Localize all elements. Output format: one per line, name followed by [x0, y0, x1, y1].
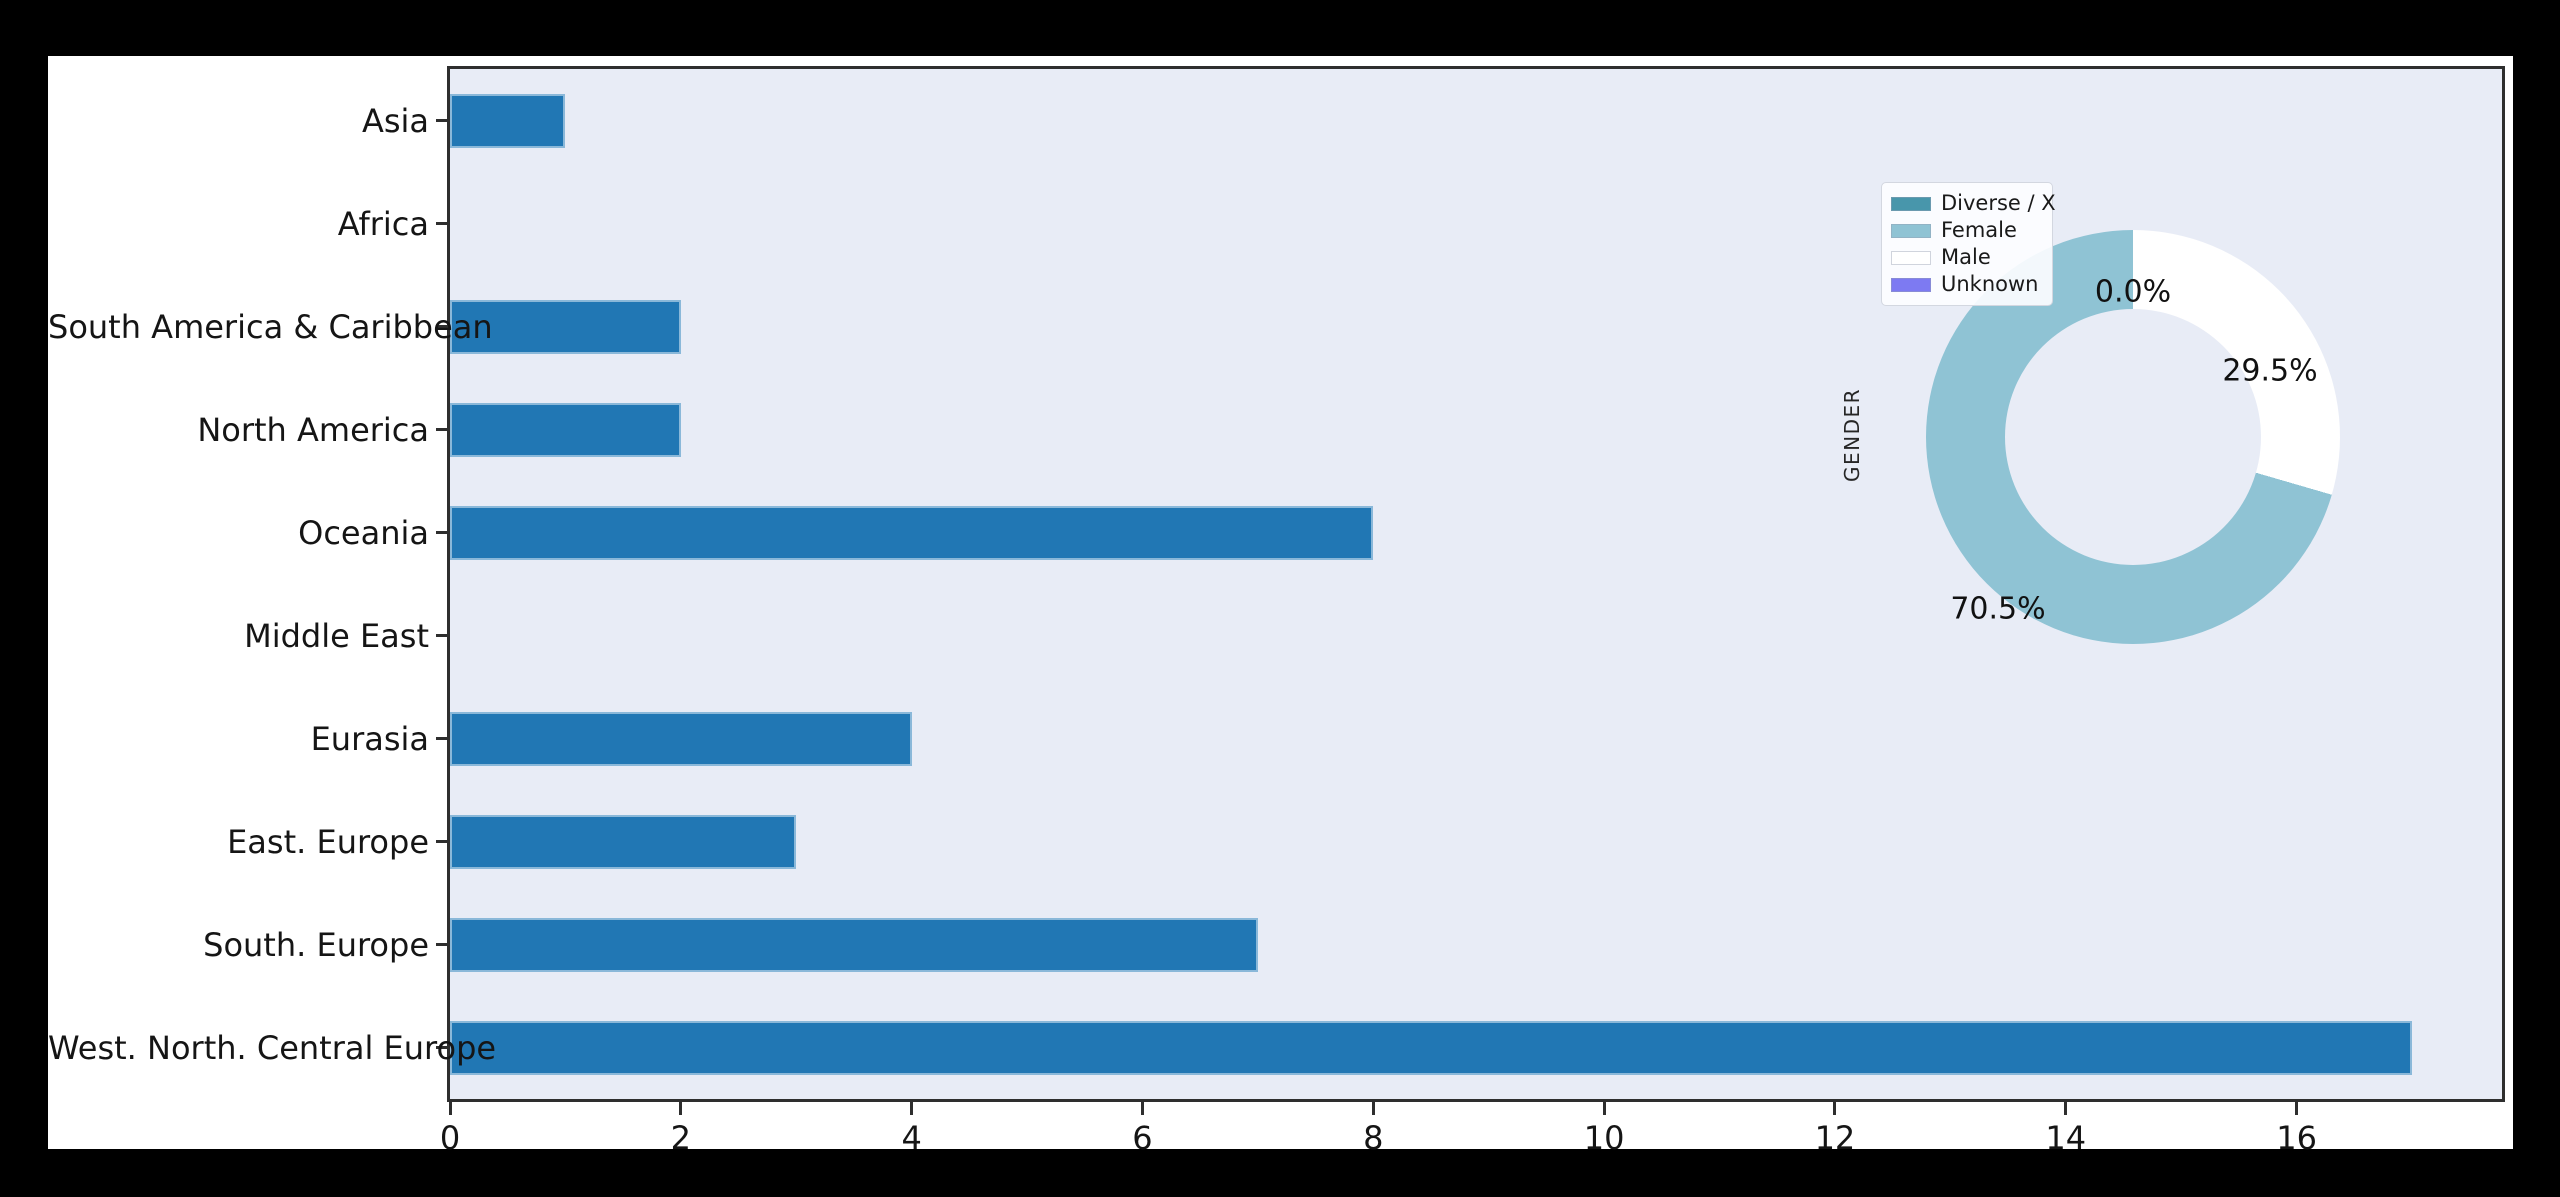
x-tick-mark	[1140, 1102, 1144, 1115]
x-tick-label: 12	[1814, 1119, 1856, 1157]
y-tick-mark	[436, 325, 447, 328]
legend-label: Unknown	[1941, 272, 2039, 296]
bar-east-europe	[450, 814, 797, 869]
x-tick-mark	[1371, 1102, 1375, 1115]
category-label: South America & Caribbean	[48, 307, 493, 346]
x-tick-mark	[2295, 1102, 2299, 1115]
category-label: Middle East	[244, 616, 429, 655]
donut-pct-label-male: 29.5%	[2222, 353, 2318, 389]
y-tick-mark	[436, 840, 447, 843]
bar-north-america	[450, 402, 681, 457]
y-tick-mark	[436, 222, 447, 225]
bar-oceania	[450, 505, 1374, 560]
bar-asia	[450, 93, 566, 148]
x-tick-label: 10	[1583, 1119, 1625, 1157]
bar-eurasia	[450, 711, 912, 766]
y-tick-mark	[436, 634, 447, 637]
category-label: Oceania	[298, 513, 429, 552]
category-label: North America	[197, 410, 429, 449]
x-tick-label: 16	[2276, 1119, 2317, 1157]
donut-pct-label-diverse: 0.0%	[2094, 274, 2172, 310]
legend-label: Diverse / X	[1941, 191, 2056, 215]
donut-pct-label-female: 70.5%	[1950, 591, 2046, 627]
legend-item-female: Female	[1891, 217, 2043, 244]
x-tick-mark	[2064, 1102, 2068, 1115]
legend-swatch	[1891, 223, 1931, 238]
x-tick-mark	[910, 1102, 914, 1115]
legend: Diverse / X Female Male Unknown	[1881, 182, 2056, 306]
y-tick-mark	[436, 531, 447, 534]
y-tick-mark	[436, 428, 447, 431]
x-tick-mark	[679, 1102, 683, 1115]
legend-item-unknown: Unknown	[1891, 271, 2043, 298]
x-tick-label: 4	[901, 1119, 922, 1157]
x-tick-mark	[1833, 1102, 1837, 1115]
x-tick-label: 2	[670, 1119, 691, 1157]
x-tick-mark	[448, 1102, 452, 1115]
x-tick-label: 8	[1363, 1119, 1384, 1157]
legend-swatch	[1891, 250, 1931, 265]
x-tick-label: 0	[439, 1119, 461, 1157]
category-label: Africa	[337, 204, 429, 243]
gender-axis-label: GENDER	[1840, 387, 1864, 483]
category-label: Eurasia	[310, 719, 429, 758]
category-label: Asia	[361, 101, 429, 140]
category-label: West. North. Central Europe	[48, 1028, 497, 1067]
y-tick-mark	[436, 1046, 447, 1049]
category-label: South. Europe	[203, 925, 429, 964]
legend-swatch	[1891, 196, 1931, 211]
category-label: East. Europe	[227, 822, 429, 861]
legend-label: Male	[1941, 245, 1991, 269]
x-tick-label: 14	[2045, 1119, 2087, 1157]
y-tick-mark	[436, 119, 447, 122]
bar-west-north-central-europe	[450, 1020, 2412, 1075]
legend-swatch	[1891, 277, 1931, 292]
bar-south-america-caribbean	[450, 299, 681, 354]
legend-item-male: Male	[1891, 244, 2043, 271]
y-tick-mark	[436, 943, 447, 946]
y-tick-mark	[436, 737, 447, 740]
donut-hole	[2005, 309, 2261, 565]
x-tick-mark	[1602, 1102, 1606, 1115]
legend-label: Female	[1941, 218, 2017, 242]
x-tick-label: 6	[1132, 1119, 1153, 1157]
legend-item-diverse-x: Diverse / X	[1891, 190, 2056, 217]
bar-south-europe	[450, 917, 1258, 972]
